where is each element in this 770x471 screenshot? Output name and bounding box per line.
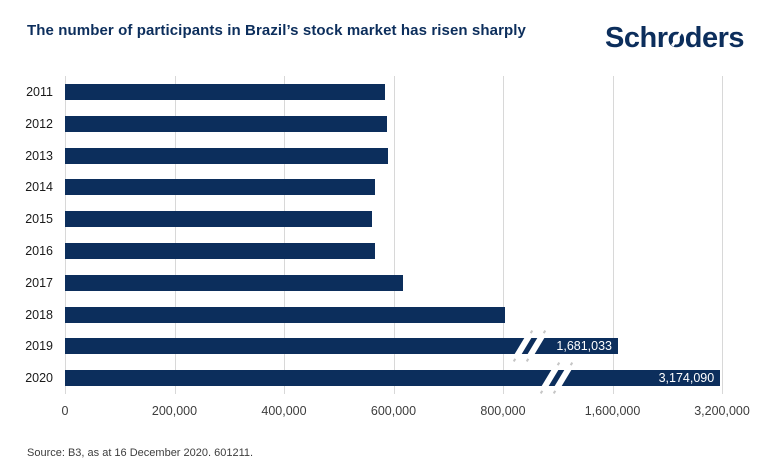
year-label: 2014 bbox=[25, 180, 53, 195]
logo-slashed-o-icon: o bbox=[667, 22, 686, 54]
bar-2019: 1,681,033 bbox=[65, 338, 618, 355]
bar-2018 bbox=[65, 306, 506, 323]
bar-2017 bbox=[65, 274, 404, 291]
year-label: 2018 bbox=[25, 307, 53, 322]
bar-row: 2015 bbox=[0, 203, 770, 235]
x-tick-label: 3,200,000 bbox=[694, 404, 750, 418]
bar-2016 bbox=[65, 243, 375, 259]
bar-row: 2013 bbox=[0, 140, 770, 172]
bar-2020: 3,174,090 bbox=[65, 370, 721, 387]
bar-value-label: 3,174,090 bbox=[658, 371, 715, 386]
bar-row: 2016 bbox=[0, 235, 770, 267]
year-label: 2012 bbox=[25, 116, 53, 131]
gridline bbox=[503, 76, 504, 394]
x-tick-label: 200,000 bbox=[151, 404, 198, 418]
x-tick-label: 1,600,000 bbox=[584, 404, 641, 418]
gridline bbox=[65, 76, 66, 394]
x-tick-label: 800,000 bbox=[480, 404, 526, 418]
year-label: 2015 bbox=[25, 212, 53, 227]
x-tick-label: 0 bbox=[61, 404, 69, 418]
year-label: 2020 bbox=[25, 371, 53, 386]
source-note: Source: B3, as at 16 December 2020. 6012… bbox=[27, 447, 254, 459]
year-label: 2011 bbox=[26, 85, 53, 99]
bar-row: 2020 3,174,090 bbox=[0, 362, 770, 395]
gridline bbox=[393, 76, 395, 394]
bar-2011 bbox=[65, 84, 386, 100]
bar-rows: 2011 2012 2013 2014 2015 2016 2017 2018 2019 1,68… bbox=[0, 76, 770, 395]
bar-row: 2018 bbox=[0, 299, 770, 331]
gridline bbox=[174, 76, 176, 394]
bar-2013 bbox=[65, 147, 388, 164]
year-label: 2016 bbox=[25, 244, 53, 258]
logo-text-post: ders bbox=[684, 22, 745, 54]
x-tick-label: 600,000 bbox=[370, 404, 417, 418]
bar-value-label: 1,681,033 bbox=[556, 339, 612, 354]
logo-text-pre: Schr bbox=[605, 22, 668, 54]
bar-row: 2017 bbox=[0, 267, 770, 299]
gridline bbox=[284, 76, 285, 394]
page-title: The number of participants in Brazil’s s… bbox=[27, 22, 526, 39]
bar-row: 2011 bbox=[0, 76, 770, 108]
bar-2012 bbox=[65, 115, 387, 132]
gridline bbox=[612, 76, 614, 394]
bar-2015 bbox=[65, 211, 373, 228]
bar-row: 2012 bbox=[0, 108, 770, 140]
year-label: 2013 bbox=[25, 148, 53, 163]
year-label: 2017 bbox=[25, 275, 53, 290]
gridline bbox=[722, 76, 723, 394]
bar-row: 2014 bbox=[0, 171, 770, 203]
x-axis-labels: 0 200,000 400,000 600,000 800,000 1,600,000 3,… bbox=[61, 404, 755, 420]
bar-2014 bbox=[65, 179, 375, 196]
x-tick-label: 400,000 bbox=[261, 404, 307, 418]
bar-row: 2019 1,681,033 bbox=[0, 330, 770, 363]
year-label: 2019 bbox=[25, 339, 53, 354]
schroders-logo: Schroders bbox=[605, 24, 744, 53]
gridlines bbox=[65, 76, 755, 394]
